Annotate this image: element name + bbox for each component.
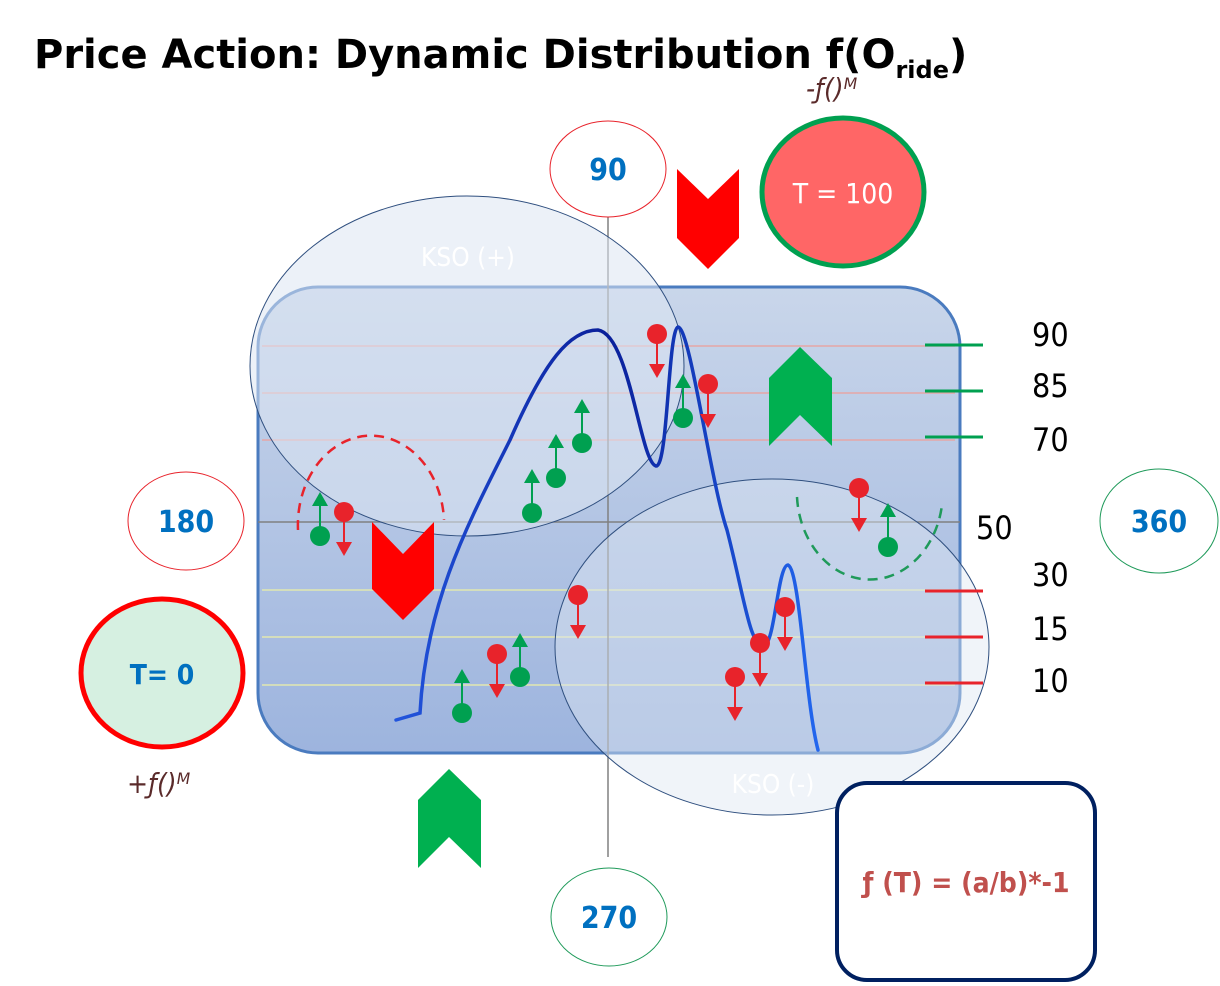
signal-dot (647, 324, 667, 344)
kso-plus-zone (249, 195, 685, 537)
dashed-arc-left (296, 434, 446, 531)
arrowhead (752, 673, 768, 687)
signal-dot (568, 585, 588, 605)
circle-t100 (759, 115, 927, 269)
kso-plus-label: KSO (+) (421, 243, 515, 273)
signal-dot (725, 667, 745, 687)
arrowhead (574, 399, 590, 413)
label-270: 270 (581, 901, 637, 936)
buy-signal-marker (546, 434, 566, 488)
label-360: 360 (1131, 505, 1187, 540)
sell-signal-marker (334, 502, 354, 556)
arrowhead (777, 637, 793, 651)
buy-signal-marker (522, 469, 542, 523)
arrowhead (454, 669, 470, 683)
arrowhead (570, 625, 586, 639)
signal-dot (878, 537, 898, 557)
buy-signal-marker (510, 633, 530, 687)
signal-dot (849, 478, 869, 498)
dashed-arc-right (795, 496, 944, 581)
arrowhead (851, 518, 867, 532)
level-label-10: 10 (1032, 662, 1069, 700)
chevron-down-icon-left (372, 522, 434, 620)
chevron-up-icon-right (769, 347, 832, 446)
signal-dot (673, 408, 693, 428)
level-ticks (925, 343, 983, 685)
arrowhead (524, 469, 540, 483)
chevron-down-icon-top (677, 169, 739, 269)
arrowhead (312, 492, 328, 506)
label-t100: T = 100 (792, 177, 894, 210)
arrowhead (675, 374, 691, 388)
kso-minus-label: KSO (-) (732, 770, 815, 800)
kso-minus-zone (554, 478, 990, 816)
sell-signal-marker (725, 667, 745, 721)
signal-dot (546, 468, 566, 488)
level-label-15: 15 (1032, 610, 1069, 648)
signal-dot (572, 433, 592, 453)
signal-dot (452, 703, 472, 723)
arrowhead (548, 434, 564, 448)
circle-270 (550, 867, 668, 967)
sell-signal-marker (750, 633, 770, 687)
price-curve (394, 325, 820, 752)
annotation-minus-f: -ƒ()ᴹ (806, 72, 858, 105)
circle-180 (127, 471, 245, 571)
annotation-plus-f: +ƒ()ᴹ (127, 767, 191, 800)
arrowhead (489, 684, 505, 698)
label-t0: T= 0 (130, 658, 195, 691)
signal-dot (310, 526, 330, 546)
circle-90 (549, 120, 667, 218)
signal-dot (510, 667, 530, 687)
level-label-90: 90 (1032, 316, 1069, 354)
level-label-70: 70 (1032, 421, 1069, 459)
sell-signal-marker (568, 585, 588, 639)
signal-dot (698, 374, 718, 394)
diagram-title: Price Action: Dynamic Distribution f(Ori… (34, 32, 967, 84)
buy-signal-marker (310, 492, 330, 546)
signal-dot (487, 644, 507, 664)
signal-markers (310, 324, 898, 723)
arrowhead (336, 542, 352, 556)
buy-signal-marker (673, 374, 693, 428)
buy-signal-marker (452, 669, 472, 723)
sell-signal-marker (775, 597, 795, 651)
circle-t0 (78, 596, 246, 750)
level-label-85: 85 (1032, 367, 1069, 405)
signal-dot (750, 633, 770, 653)
arrowhead (512, 633, 528, 647)
sell-signal-marker (647, 324, 667, 378)
formula-box (835, 781, 1097, 982)
sell-signal-marker (849, 478, 869, 532)
sell-signal-marker (487, 644, 507, 698)
label-180: 180 (158, 505, 214, 540)
chevron-up-icon-bottom (418, 769, 481, 868)
formula-text: ƒ (T) = (a/b)*-1 (861, 866, 1070, 899)
signal-dot (334, 502, 354, 522)
arrowhead (727, 707, 743, 721)
buy-signal-marker (878, 503, 898, 557)
buy-signal-marker (572, 399, 592, 453)
signal-dot (775, 597, 795, 617)
arrowhead (880, 503, 896, 517)
level-label-50: 50 (976, 509, 1013, 547)
arrowhead (649, 364, 665, 378)
signal-dot (522, 503, 542, 523)
level-label-30: 30 (1032, 556, 1069, 594)
circle-360 (1099, 468, 1219, 574)
sell-signal-marker (698, 374, 718, 428)
arrowhead (700, 414, 716, 428)
label-90: 90 (589, 153, 627, 188)
